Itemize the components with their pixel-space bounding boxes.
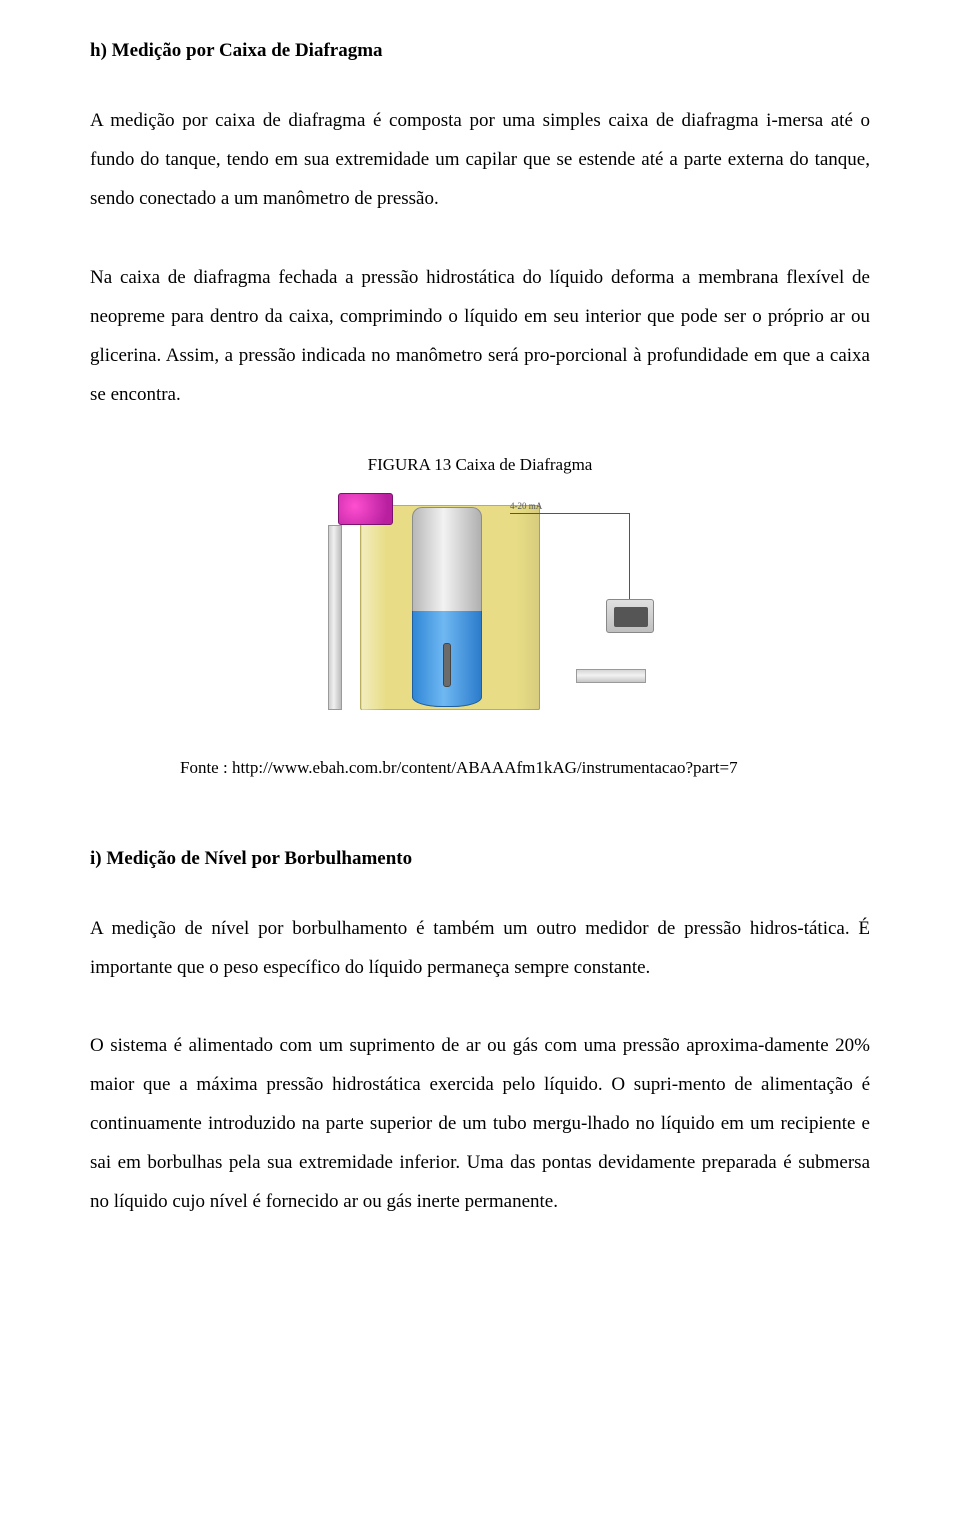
left-pipe <box>328 525 342 710</box>
probe <box>443 643 451 687</box>
right-outlet-pipe <box>576 669 646 683</box>
section-h-paragraph-1: A medição por caixa de diafragma é compo… <box>90 102 870 219</box>
figure-13-source: Fonte : http://www.ebah.com.br/content/A… <box>180 758 870 778</box>
top-sensor-box <box>338 493 393 525</box>
section-h-paragraph-2: Na caixa de diafragma fechada a pressão … <box>90 259 870 415</box>
figure-13-diagram: 4-20 mA <box>90 493 870 728</box>
figure-13-caption: FIGURA 13 Caixa de Diafragma <box>90 455 870 475</box>
section-i-title: i) Medição de Nível por Borbulhamento <box>90 848 870 870</box>
signal-label: 4-20 mA <box>510 501 542 511</box>
tank-shadow <box>516 505 540 710</box>
wire-vertical <box>629 513 630 599</box>
section-i-paragraph-1: A medição de nível por borbulhamento é t… <box>90 910 870 988</box>
section-i-paragraph-2: O sistema é alimentado com um suprimento… <box>90 1027 870 1222</box>
wire-horizontal <box>510 513 630 514</box>
diaphragm-box-diagram: 4-20 mA <box>300 493 660 723</box>
section-h-title: h) Medição por Caixa de Diafragma <box>90 40 870 62</box>
indicator-meter <box>606 599 654 633</box>
tank-highlight <box>362 505 386 710</box>
